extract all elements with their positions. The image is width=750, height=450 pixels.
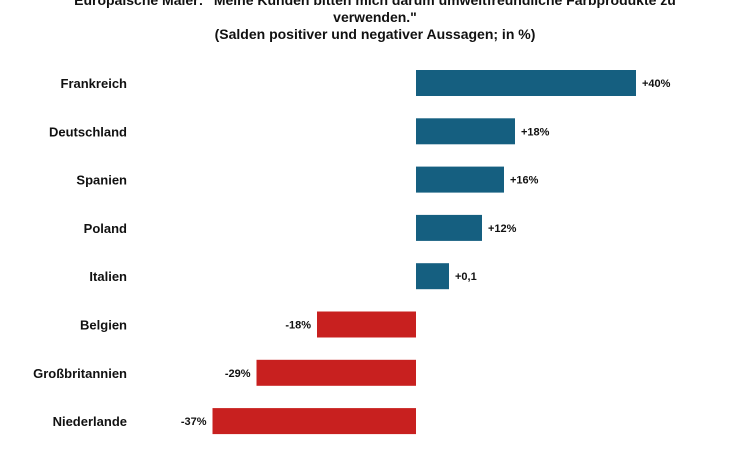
- bar-belgien: [317, 311, 416, 338]
- value-label: -18%: [285, 320, 311, 332]
- bar-deutschland: [416, 118, 515, 145]
- value-label: -29%: [225, 368, 251, 380]
- category-label: Frankreich: [61, 76, 128, 91]
- value-label: +0,1: [455, 271, 477, 283]
- value-label: +12%: [488, 223, 517, 235]
- value-label: -37%: [181, 416, 207, 428]
- value-label: +40%: [642, 78, 671, 90]
- chart-subtitle: (Salden positiver und negativer Aussagen…: [214, 26, 536, 42]
- category-label: Poland: [84, 221, 127, 236]
- category-label: Niederlande: [53, 414, 127, 429]
- category-label: Italien: [89, 269, 127, 284]
- value-label: +18%: [521, 126, 550, 138]
- chart-title-line-1: Europäische Maler: "Meine Kunden bitten …: [74, 0, 676, 8]
- chart-title: Europäische Maler: "Meine Kunden bitten …: [0, 0, 750, 43]
- value-label: +16%: [510, 175, 539, 187]
- category-label: Spanien: [76, 173, 127, 188]
- bar-poland: [416, 214, 482, 241]
- category-label: Großbritannien: [33, 366, 127, 381]
- bar-italien: [416, 263, 449, 290]
- bar-frankreich: [416, 70, 636, 96]
- bar-niederlande: [212, 408, 416, 435]
- category-label: Belgien: [80, 318, 127, 333]
- category-label: Deutschland: [49, 124, 127, 139]
- bar-großbritannien: [256, 359, 416, 386]
- bar-spanien: [416, 166, 504, 193]
- chart-title-line-2: verwenden.": [333, 9, 417, 25]
